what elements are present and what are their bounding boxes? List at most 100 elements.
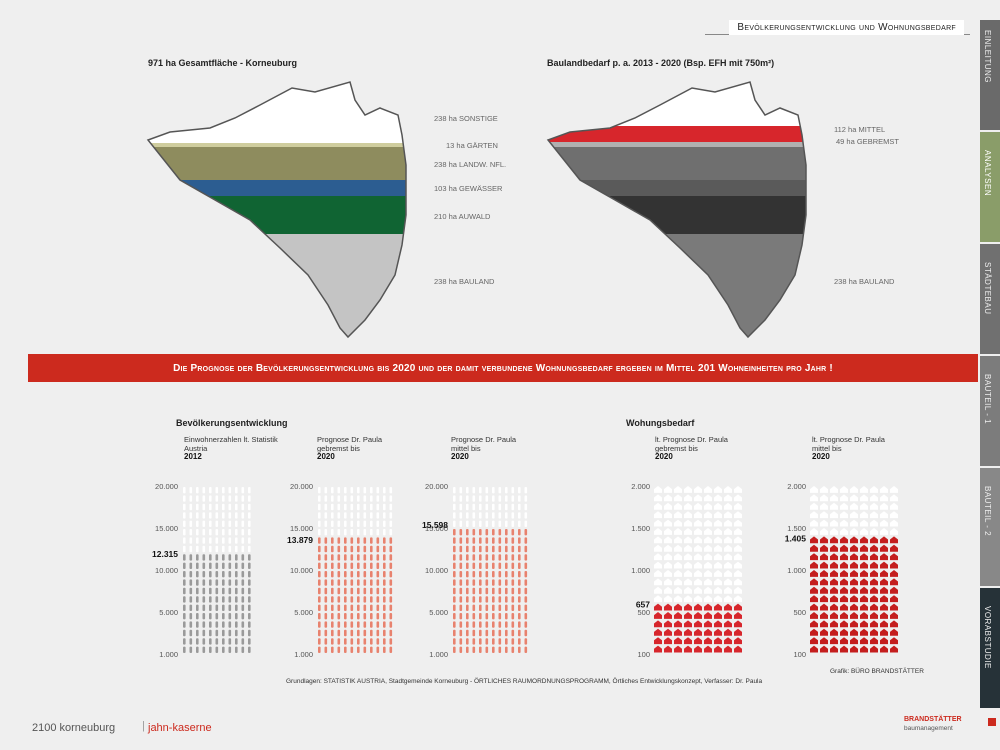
pictogram-filled	[222, 571, 225, 578]
pictogram-empty	[492, 487, 495, 494]
pictogram-empty	[724, 502, 732, 510]
pictogram-empty	[209, 495, 212, 502]
label-gebremst: 49 ha GEBREMST	[836, 137, 899, 146]
pictogram-filled	[383, 579, 386, 586]
pictogram-empty	[196, 537, 199, 544]
pictogram-empty	[485, 520, 489, 527]
pictogram-filled	[389, 604, 393, 611]
pictogram-filled	[209, 571, 212, 578]
pictogram-filled	[518, 529, 521, 536]
pictogram-filled	[459, 587, 463, 595]
pictogram-empty	[820, 528, 828, 535]
pictogram-filled	[344, 646, 347, 653]
pictogram-filled	[453, 646, 456, 653]
pictogram-empty	[664, 595, 672, 603]
pictogram-filled	[376, 571, 380, 578]
pictogram-filled	[215, 629, 219, 637]
tab-bauteil-1[interactable]: BAUTEIL - 1	[980, 356, 1000, 466]
pictogram-filled	[209, 587, 212, 595]
pictogram-filled	[202, 554, 206, 561]
pictogram-filled	[337, 579, 341, 586]
pictogram-empty	[694, 578, 702, 586]
zone-auwald	[148, 196, 406, 234]
pictogram-filled	[654, 645, 662, 653]
pictogram-filled	[357, 638, 360, 645]
pictogram-empty	[389, 529, 393, 536]
pictogram-filled	[209, 579, 212, 586]
pictogram-filled	[704, 637, 712, 645]
pictogram-filled	[479, 579, 482, 586]
pictogram-empty	[370, 529, 373, 536]
pictogram-empty	[453, 520, 456, 527]
pictogram-filled	[202, 629, 206, 637]
pictogram-filled	[357, 554, 360, 561]
pictogram-empty	[724, 486, 732, 493]
pictogram-empty	[684, 578, 692, 586]
pictogram-empty	[248, 537, 251, 544]
pictogram-filled	[228, 554, 232, 561]
pictogram-filled	[318, 638, 321, 645]
pictogram-empty	[694, 561, 702, 569]
pictogram-empty	[363, 529, 367, 536]
tick-label: 1.000	[429, 650, 448, 659]
right-bauland-map	[546, 81, 807, 339]
pictogram-filled	[485, 554, 489, 561]
pictogram-empty	[189, 487, 193, 494]
pictogram-empty	[331, 520, 334, 527]
pictogram-filled	[472, 604, 476, 611]
tab-bauteil-2[interactable]: BAUTEIL - 2	[980, 468, 1000, 586]
pictogram-filled	[215, 613, 219, 620]
pictogram-filled	[235, 554, 238, 561]
pictogram-filled	[324, 571, 328, 578]
tick-label: 10.000	[155, 566, 178, 575]
pictogram-filled	[357, 579, 360, 586]
pictogram-empty	[376, 495, 380, 502]
pictogram-filled	[830, 595, 838, 603]
pictogram-filled	[511, 579, 515, 586]
pictogram-empty	[860, 486, 868, 493]
pictogram-filled	[860, 570, 868, 577]
pictogram-filled	[479, 604, 482, 611]
pictogram-filled	[472, 587, 476, 595]
pictogram-filled	[674, 612, 682, 619]
pictogram-filled	[350, 629, 354, 637]
tab-einleitung[interactable]: EINLEITUNG	[980, 20, 1000, 130]
pictogram-filled	[694, 603, 702, 611]
pictogram-empty	[511, 520, 515, 527]
pictogram-empty	[654, 553, 662, 561]
pictogram-filled	[363, 545, 367, 553]
pictogram-filled	[370, 587, 373, 595]
value-label: 657	[636, 600, 650, 610]
pictogram-filled	[840, 595, 848, 603]
pictogram-filled	[337, 621, 341, 628]
pictogram-filled	[830, 536, 838, 544]
pictogram-filled	[479, 537, 482, 544]
pictogram-filled	[370, 613, 373, 620]
pictogram-empty	[724, 586, 732, 594]
label-mittel: 112 ha MITTEL	[834, 125, 886, 134]
pictogram-empty	[654, 528, 662, 535]
pictogram-filled	[524, 646, 528, 653]
pictogram-filled	[485, 613, 489, 620]
left-map-title: 971 ha Gesamtfläche - Korneuburg	[148, 58, 298, 68]
pictogram-filled	[209, 621, 212, 628]
pictogram-empty	[357, 529, 360, 536]
pictogram-filled	[344, 621, 347, 628]
pictogram-empty	[870, 519, 878, 527]
pictogram-empty	[498, 520, 502, 527]
pictogram-empty	[222, 503, 225, 511]
pictogram-filled	[498, 545, 502, 553]
pictogram-filled	[860, 553, 868, 561]
tab-analysen[interactable]: ANALYSEN	[980, 132, 1000, 242]
pictogram-empty	[235, 512, 238, 519]
pictogram-empty	[183, 545, 186, 553]
pictogram-filled	[524, 629, 528, 637]
pictogram-empty	[453, 503, 456, 511]
pictogram-filled	[880, 620, 888, 628]
pictogram-empty	[654, 502, 662, 510]
tab-vorabstudie[interactable]: VORABSTUDIE	[980, 588, 1000, 708]
pictogram-filled	[363, 579, 367, 586]
pictogram-filled	[241, 562, 245, 569]
pictogram-filled	[248, 587, 251, 595]
tab-staedtebau[interactable]: STÄDTEBAU	[980, 244, 1000, 354]
